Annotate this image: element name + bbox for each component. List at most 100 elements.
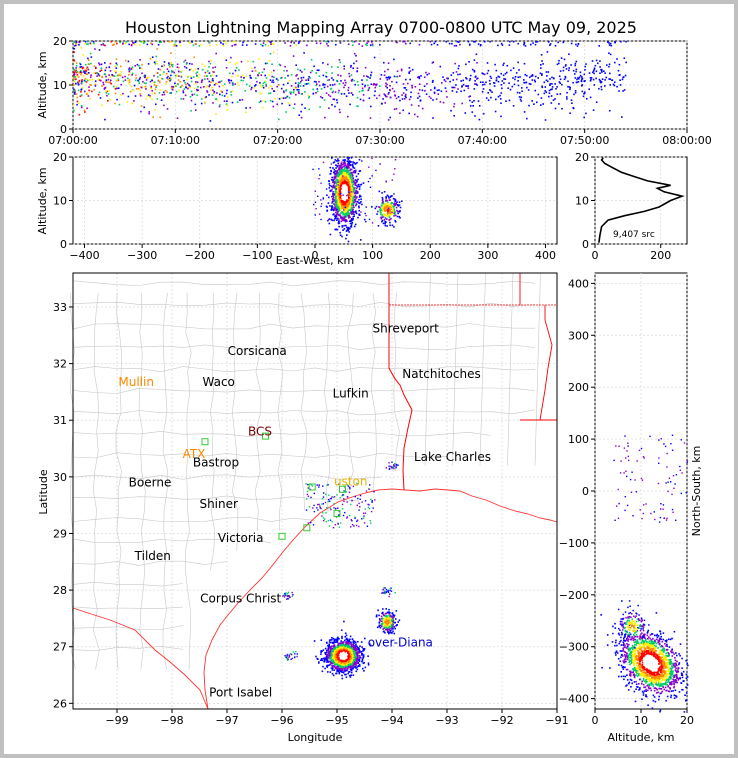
source-point bbox=[88, 86, 90, 88]
source-point bbox=[363, 661, 365, 664]
source-point bbox=[348, 217, 350, 219]
source-point bbox=[343, 662, 345, 665]
source-point bbox=[500, 84, 503, 86]
source-point bbox=[358, 198, 360, 201]
source-point bbox=[426, 83, 428, 85]
x-tick-label: 07:30:00 bbox=[355, 134, 404, 147]
source-point bbox=[564, 75, 567, 78]
source-point bbox=[547, 80, 549, 83]
source-point bbox=[353, 645, 355, 647]
source-point bbox=[151, 79, 153, 82]
source-point bbox=[220, 42, 222, 44]
source-point bbox=[339, 185, 341, 188]
source-point bbox=[341, 167, 343, 170]
source-point bbox=[347, 663, 350, 665]
source-point bbox=[438, 89, 440, 91]
source-point bbox=[343, 172, 346, 175]
source-point bbox=[573, 93, 575, 96]
source-point bbox=[381, 196, 384, 199]
source-point bbox=[589, 96, 592, 99]
source-point bbox=[76, 43, 78, 46]
source-point bbox=[335, 661, 337, 663]
source-point bbox=[115, 62, 118, 65]
source-point bbox=[566, 96, 568, 98]
source-point bbox=[358, 202, 360, 204]
source-point bbox=[137, 87, 140, 90]
source-point bbox=[394, 94, 396, 96]
source-point bbox=[408, 98, 411, 101]
source-point bbox=[374, 207, 377, 210]
source-point bbox=[493, 85, 496, 87]
source-point bbox=[516, 91, 519, 94]
source-point bbox=[115, 85, 117, 88]
source-point bbox=[308, 108, 310, 111]
source-point bbox=[507, 87, 509, 89]
source-point bbox=[324, 116, 326, 119]
source-point bbox=[150, 42, 152, 44]
source-point bbox=[606, 64, 608, 66]
source-point bbox=[332, 193, 334, 195]
x-tick-label: 0 bbox=[312, 249, 319, 262]
source-point bbox=[143, 82, 146, 84]
source-point bbox=[473, 70, 476, 73]
source-point bbox=[336, 228, 339, 231]
source-point bbox=[326, 210, 328, 212]
source-point bbox=[209, 62, 212, 65]
source-point bbox=[127, 95, 130, 98]
source-point bbox=[565, 64, 567, 66]
source-point bbox=[356, 67, 359, 69]
source-point bbox=[375, 169, 377, 172]
source-point bbox=[341, 188, 344, 191]
source-point bbox=[548, 89, 551, 92]
source-point bbox=[330, 646, 332, 648]
source-point bbox=[153, 74, 155, 77]
source-point bbox=[339, 670, 342, 672]
source-point bbox=[86, 73, 89, 76]
source-point bbox=[109, 62, 112, 65]
source-point bbox=[98, 62, 100, 64]
source-point bbox=[346, 191, 348, 193]
source-point bbox=[351, 223, 353, 225]
source-point bbox=[117, 78, 120, 81]
source-point bbox=[337, 160, 339, 162]
source-point bbox=[326, 666, 329, 668]
source-point bbox=[94, 83, 97, 86]
source-point bbox=[194, 103, 197, 106]
source-point bbox=[335, 164, 337, 166]
source-point bbox=[381, 216, 384, 218]
source-point bbox=[604, 79, 606, 81]
source-point bbox=[269, 40, 271, 43]
source-point bbox=[80, 94, 83, 96]
source-point bbox=[355, 653, 357, 656]
source-point bbox=[389, 205, 392, 208]
source-point bbox=[322, 74, 325, 77]
source-point bbox=[362, 182, 365, 184]
source-point bbox=[391, 211, 393, 213]
source-point bbox=[391, 179, 393, 181]
source-point bbox=[100, 75, 103, 78]
source-point bbox=[579, 71, 582, 74]
source-point bbox=[331, 657, 333, 659]
source-point bbox=[334, 91, 337, 93]
source-point bbox=[524, 73, 526, 76]
source-point bbox=[350, 212, 353, 215]
source-point bbox=[387, 214, 390, 216]
source-point bbox=[107, 93, 110, 95]
source-point bbox=[151, 43, 153, 46]
source-point bbox=[333, 654, 335, 656]
source-point bbox=[390, 206, 392, 209]
source-point bbox=[331, 77, 333, 79]
source-point bbox=[339, 193, 341, 195]
source-point bbox=[334, 181, 336, 184]
source-point bbox=[350, 74, 353, 76]
source-point bbox=[541, 60, 543, 62]
source-point bbox=[159, 69, 162, 71]
source-point bbox=[338, 180, 341, 183]
source-point bbox=[298, 89, 300, 91]
source-point bbox=[209, 75, 212, 77]
source-point bbox=[344, 172, 346, 174]
source-point bbox=[345, 641, 348, 643]
source-point bbox=[378, 94, 381, 97]
source-point bbox=[189, 86, 191, 89]
source-point bbox=[240, 76, 242, 78]
